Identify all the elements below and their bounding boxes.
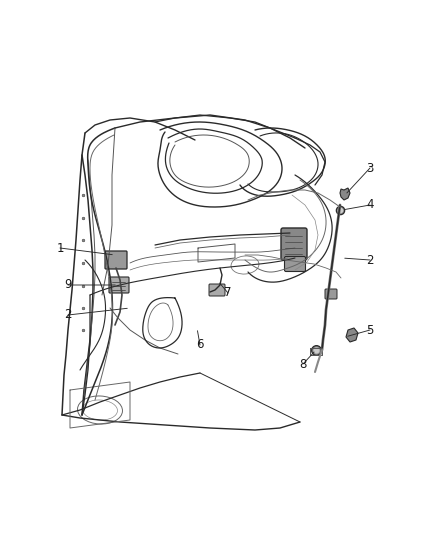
Text: 3: 3 — [366, 161, 374, 174]
Text: 6: 6 — [196, 338, 204, 351]
Text: 7: 7 — [224, 287, 232, 300]
FancyBboxPatch shape — [285, 256, 305, 271]
Polygon shape — [340, 188, 350, 200]
FancyBboxPatch shape — [209, 284, 225, 296]
Text: 2: 2 — [366, 254, 374, 266]
Text: 4: 4 — [366, 198, 374, 212]
Text: 5: 5 — [366, 324, 374, 336]
Polygon shape — [346, 328, 358, 342]
FancyBboxPatch shape — [325, 289, 337, 299]
Text: 8: 8 — [299, 358, 307, 370]
FancyBboxPatch shape — [105, 251, 127, 269]
FancyBboxPatch shape — [281, 228, 307, 260]
Text: 1: 1 — [56, 241, 64, 254]
FancyBboxPatch shape — [109, 277, 129, 293]
Text: 2: 2 — [64, 309, 72, 321]
Text: 9: 9 — [64, 279, 72, 292]
